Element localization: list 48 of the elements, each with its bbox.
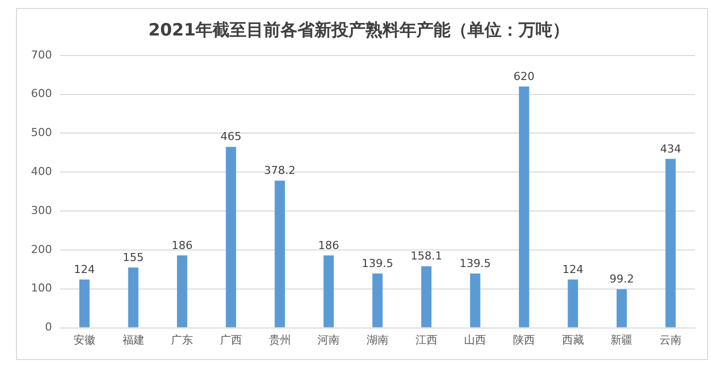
bar bbox=[79, 280, 90, 328]
chart-title: 2021年截至目前各省新投产熟料年产能（单位：万吨） bbox=[148, 20, 570, 41]
data-label: 124 bbox=[74, 262, 95, 276]
bar bbox=[665, 158, 676, 328]
bar bbox=[226, 146, 236, 328]
bar bbox=[274, 180, 285, 328]
x-tick-label: 江西 bbox=[415, 333, 438, 346]
x-tick-label: 新疆 bbox=[610, 333, 633, 346]
data-label: 465 bbox=[220, 130, 242, 144]
data-label: 124 bbox=[562, 262, 584, 276]
x-tick-label: 福建 bbox=[122, 333, 144, 346]
bar bbox=[568, 280, 578, 328]
y-tick-label: 100 bbox=[30, 282, 52, 295]
x-tick-label: 山西 bbox=[464, 333, 486, 346]
bar bbox=[421, 266, 432, 328]
data-label: 434 bbox=[660, 142, 682, 156]
x-tick-label: 陕西 bbox=[513, 333, 536, 346]
y-tick-label: 0 bbox=[44, 320, 52, 334]
bar bbox=[470, 274, 480, 328]
data-label: 378.2 bbox=[264, 164, 296, 177]
bar bbox=[176, 255, 188, 328]
x-tick-label: 安徽 bbox=[73, 333, 96, 346]
data-label: 186 bbox=[172, 238, 193, 252]
data-label: 99.2 bbox=[609, 272, 634, 286]
y-tick-label: 500 bbox=[30, 126, 52, 140]
y-tick-label: 700 bbox=[30, 48, 52, 62]
x-tick-label: 河南 bbox=[318, 333, 340, 346]
data-label: 139.5 bbox=[459, 256, 491, 270]
bar bbox=[518, 86, 530, 328]
x-tick-label: 湖南 bbox=[366, 333, 388, 346]
x-tick-label: 广东 bbox=[171, 333, 194, 346]
bar bbox=[128, 267, 138, 328]
data-label: 186 bbox=[318, 238, 340, 252]
data-label: 620 bbox=[514, 70, 535, 83]
y-tick-label: 600 bbox=[30, 87, 52, 100]
x-tick-label: 云南 bbox=[660, 333, 682, 346]
y-tick-label: 400 bbox=[30, 165, 52, 178]
data-label: 139.5 bbox=[362, 256, 394, 270]
bar bbox=[616, 289, 627, 328]
bar bbox=[372, 274, 383, 328]
x-tick-label: 贵州 bbox=[268, 333, 291, 346]
x-tick-label: 广西 bbox=[220, 333, 242, 346]
data-label: 158.1 bbox=[410, 250, 442, 263]
x-tick-label: 西藏 bbox=[562, 333, 584, 346]
data-label: 155 bbox=[122, 250, 144, 264]
bar bbox=[324, 255, 334, 328]
y-tick-label: 300 bbox=[30, 204, 52, 217]
y-tick-label: 200 bbox=[30, 242, 52, 256]
